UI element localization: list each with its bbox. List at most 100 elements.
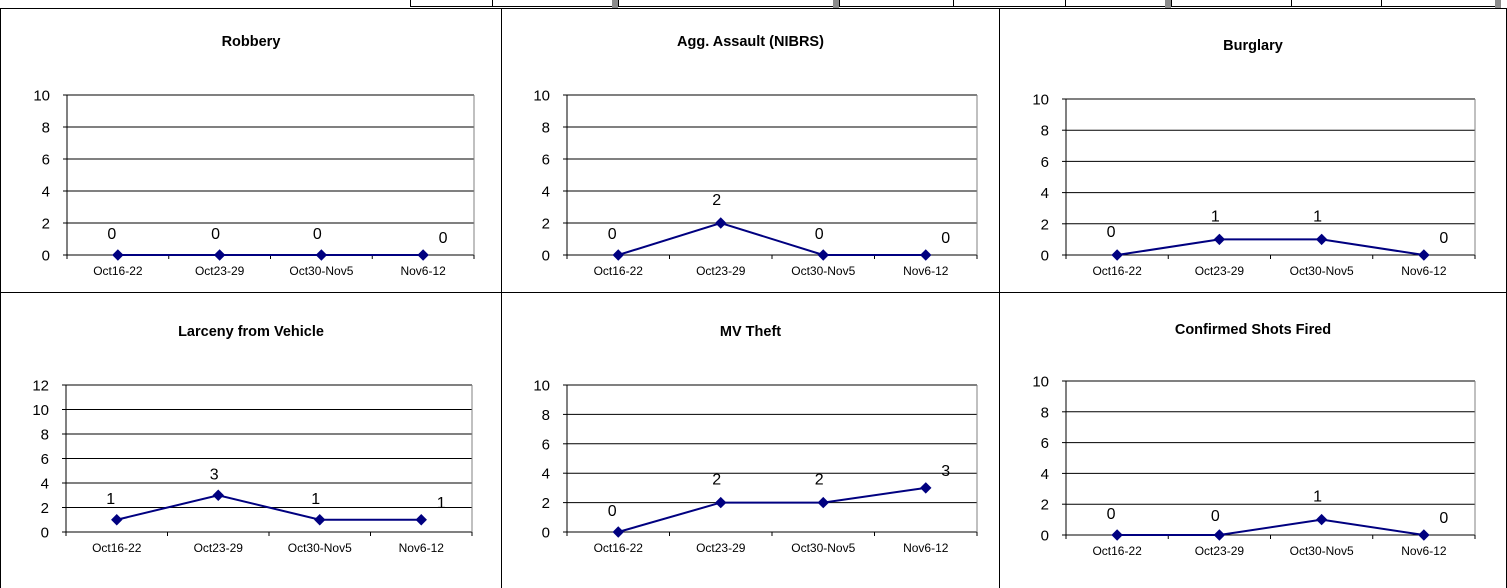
x-tick-label: Oct23-29 — [1195, 264, 1245, 278]
data-point-marker — [1213, 529, 1226, 541]
y-tick-label: 2 — [1041, 497, 1049, 514]
chart-title: Confirmed Shots Fired — [1175, 322, 1331, 338]
y-tick-label: 10 — [32, 402, 49, 419]
y-tick-label: 8 — [1041, 123, 1049, 140]
data-point-marker — [417, 249, 429, 261]
table-cell — [953, 0, 1065, 7]
x-tick-label: Oct16-22 — [594, 264, 644, 278]
table-cell — [0, 0, 410, 7]
x-tick-label: Nov6-12 — [903, 541, 949, 555]
panel-divider — [999, 8, 1000, 588]
x-tick-label: Nov6-12 — [1401, 544, 1447, 558]
data-label: 0 — [941, 230, 950, 247]
data-label: 2 — [712, 472, 721, 489]
y-tick-label: 10 — [1032, 92, 1049, 109]
table-cell — [839, 0, 953, 7]
data-label: 0 — [107, 226, 116, 243]
data-point-marker — [415, 514, 427, 526]
panel-border-top — [0, 8, 1507, 9]
y-tick-label: 6 — [542, 152, 550, 169]
x-tick-label: Oct16-22 — [594, 541, 644, 555]
y-tick-label: 2 — [542, 495, 550, 512]
data-point-marker — [715, 217, 727, 229]
data-point-marker — [1315, 513, 1328, 526]
data-point-marker — [1418, 529, 1430, 541]
chart-svg: Agg. Assault (NIBRS) 0 2 4 6 8 10 Oct16-22 Oct23… — [533, 34, 978, 278]
data-label: 0 — [1107, 506, 1116, 523]
x-tick-label: Nov6-12 — [1401, 264, 1447, 278]
y-tick-label: 4 — [41, 476, 49, 493]
divider-marker — [833, 0, 839, 8]
x-tick-label: Oct30-Nov5 — [791, 264, 855, 278]
y-tick-label: 0 — [41, 525, 49, 542]
table-cell — [618, 0, 833, 7]
data-label: 0 — [608, 226, 617, 243]
table-cell — [1065, 0, 1165, 7]
series-line — [1117, 518, 1425, 536]
y-tick-label: 0 — [542, 525, 550, 542]
y-tick-label: 8 — [42, 120, 50, 137]
y-tick-label: 6 — [1041, 154, 1049, 171]
data-point-marker — [817, 496, 829, 509]
table-cell — [1381, 0, 1495, 7]
x-tick-label: Oct23-29 — [194, 541, 244, 555]
data-label: 1 — [106, 491, 115, 508]
y-tick-label: 6 — [542, 436, 550, 453]
divider-marker — [612, 0, 618, 8]
data-point-marker — [920, 249, 932, 261]
chart-title: Agg. Assault (NIBRS) — [677, 34, 824, 50]
data-point-marker — [612, 249, 624, 261]
x-tick-label: Oct23-29 — [696, 264, 746, 278]
y-tick-label: 2 — [41, 500, 49, 517]
data-label: 0 — [211, 226, 220, 243]
y-tick-label: 2 — [542, 216, 550, 233]
data-point-marker — [213, 249, 226, 261]
y-tick-label: 4 — [1041, 185, 1049, 202]
x-tick-label: Oct23-29 — [1195, 544, 1245, 558]
x-tick-label: Oct30-Nov5 — [791, 541, 855, 555]
data-label: 0 — [815, 226, 824, 243]
data-label: 0 — [1439, 230, 1448, 247]
x-tick-label: Oct30-Nov5 — [288, 541, 352, 555]
chart-title: Burglary — [1223, 38, 1283, 54]
x-tick-label: Nov6-12 — [903, 264, 949, 278]
x-tick-label: Nov6-12 — [399, 541, 445, 555]
chart-title: Larceny from Vehicle — [178, 324, 324, 340]
x-tick-label: Oct23-29 — [195, 264, 245, 278]
x-tick-label: Oct30-Nov5 — [1290, 544, 1354, 558]
chart-svg: Robbery 0 2 4 6 8 10 Oct16-22 Oct23-29 Oct30-Nov5… — [33, 34, 475, 278]
y-tick-label: 4 — [1041, 466, 1049, 483]
x-tick-label: Oct16-22 — [1092, 544, 1142, 558]
y-tick-label: 10 — [533, 378, 550, 395]
x-tick-label: Oct30-Nov5 — [289, 264, 353, 278]
data-point-marker — [212, 489, 224, 501]
data-point-marker — [315, 249, 328, 261]
x-tick-label: Oct16-22 — [92, 541, 142, 555]
y-tick-label: 0 — [1041, 528, 1049, 545]
chart-agg-assault: Agg. Assault (NIBRS) 0 2 4 6 8 10 Oct16-22 Oct23… — [502, 9, 999, 292]
chart-title: MV Theft — [720, 324, 781, 340]
data-label: 1 — [437, 495, 446, 512]
y-tick-label: 10 — [533, 88, 550, 105]
data-point-marker — [715, 496, 727, 509]
y-tick-label: 6 — [42, 152, 50, 169]
data-point-marker — [1213, 233, 1226, 246]
data-label: 1 — [1313, 208, 1322, 225]
data-label: 0 — [1107, 224, 1116, 241]
data-label: 0 — [439, 230, 448, 247]
x-tick-label: Oct16-22 — [93, 264, 143, 278]
y-tick-label: 8 — [542, 407, 550, 424]
data-point-marker — [111, 514, 123, 526]
series-line — [617, 486, 926, 533]
data-label: 3 — [210, 466, 219, 483]
y-tick-label: 0 — [42, 248, 50, 265]
panel-border-middle — [0, 292, 1507, 293]
data-label: 1 — [1211, 208, 1220, 225]
divider-marker — [1165, 0, 1171, 8]
chart-burglary: Burglary 0 2 4 6 8 10 Oct16-22 Oct23-29 Oct30-Nov… — [1000, 9, 1506, 292]
data-label: 2 — [815, 472, 824, 489]
y-tick-label: 8 — [1041, 404, 1049, 421]
y-tick-label: 2 — [1041, 216, 1049, 233]
